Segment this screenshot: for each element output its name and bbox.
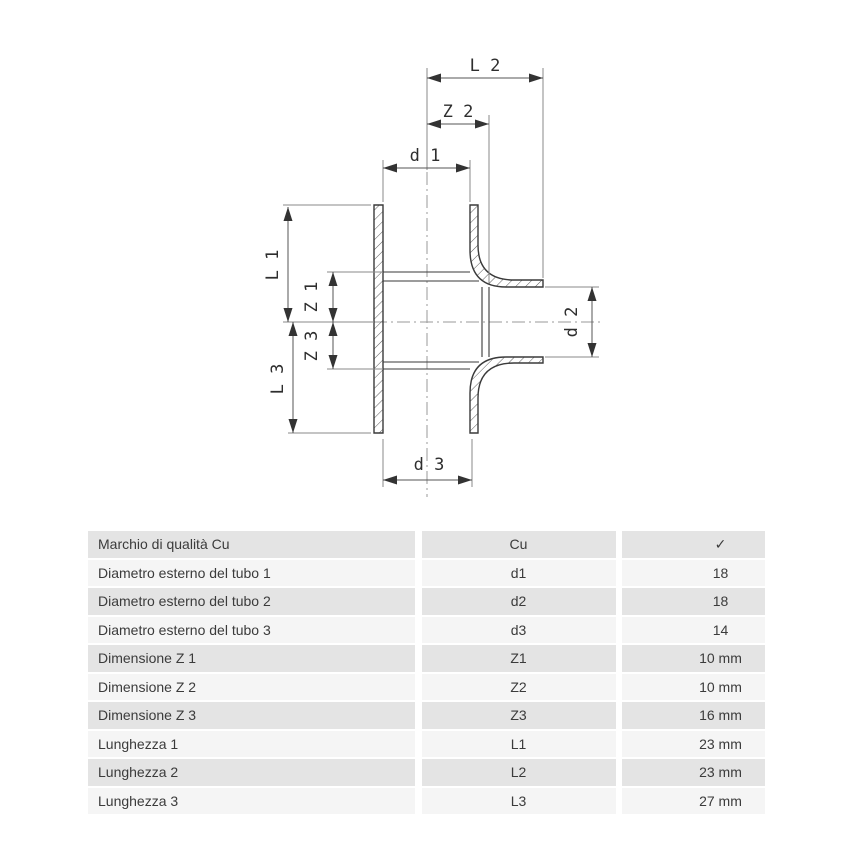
row-label: Dimensione Z 2 bbox=[88, 673, 415, 700]
d2-arrow-up bbox=[587, 287, 597, 301]
d1-arrow-left bbox=[383, 163, 397, 173]
z1-arrow-up bbox=[328, 272, 338, 286]
row-value: 18 bbox=[622, 588, 765, 615]
row-symbol: Cu bbox=[421, 531, 616, 558]
row-value: 18 bbox=[622, 559, 765, 586]
dimension-d1: d 1 bbox=[382, 146, 471, 202]
z2-arrow-left bbox=[427, 119, 441, 129]
row-value: 16 mm bbox=[622, 702, 765, 729]
centerlines bbox=[374, 172, 602, 497]
dim-label-l1: L 1 bbox=[263, 250, 283, 281]
row-value checkmark-icon: ✓ bbox=[622, 531, 765, 558]
d3-arrow-left bbox=[383, 475, 397, 485]
l1-arrow-down bbox=[283, 308, 293, 322]
row-symbol: Z1 bbox=[421, 645, 616, 672]
fitting-upper-right-wall-and-branch-top bbox=[469, 204, 544, 288]
row-value: 10 mm bbox=[622, 673, 765, 700]
dim-label-z3: Z 3 bbox=[302, 331, 322, 362]
row-symbol: d3 bbox=[421, 616, 616, 643]
dim-label-d3: d 3 bbox=[414, 455, 445, 475]
row-label: Diametro esterno del tubo 2 bbox=[88, 588, 415, 615]
row-symbol: d1 bbox=[421, 559, 616, 586]
l1-arrow-up bbox=[283, 207, 293, 221]
row-label: Lunghezza 3 bbox=[88, 787, 415, 814]
d3-arrow-right bbox=[458, 475, 472, 485]
dimension-d3: d 3 bbox=[382, 439, 473, 487]
row-label: Dimensione Z 3 bbox=[88, 702, 415, 729]
row-symbol: d2 bbox=[421, 588, 616, 615]
row-value: 10 mm bbox=[622, 645, 765, 672]
dimension-z1: Z 1 bbox=[302, 271, 383, 322]
z3-arrow-up bbox=[328, 322, 338, 336]
dim-label-l3: L 3 bbox=[268, 364, 288, 395]
row-value: 23 mm bbox=[622, 730, 765, 757]
row-label: Marchio di qualità Cu bbox=[88, 531, 415, 558]
d1-arrow-right bbox=[456, 163, 470, 173]
row-symbol: Z3 bbox=[421, 702, 616, 729]
dimension-l1: L 1 bbox=[263, 204, 374, 323]
dim-label-d2: d 2 bbox=[562, 307, 582, 338]
l3-arrow-down bbox=[288, 419, 298, 433]
row-symbol: Z2 bbox=[421, 673, 616, 700]
row-label: Diametro esterno del tubo 3 bbox=[88, 616, 415, 643]
dim-label-z1: Z 1 bbox=[302, 282, 322, 313]
dimension-l3: L 3 bbox=[268, 322, 371, 434]
l2-arrow-left bbox=[427, 73, 441, 83]
row-label: Dimensione Z 1 bbox=[88, 645, 415, 672]
dim-label-l2: L 2 bbox=[470, 56, 501, 76]
dim-label-d1: d 1 bbox=[410, 146, 441, 166]
fitting-lower-right-wall-and-branch-bottom bbox=[469, 356, 544, 434]
fitting-left-wall bbox=[373, 204, 384, 434]
dimension-l2: L 2 bbox=[426, 56, 544, 278]
row-label: Lunghezza 1 bbox=[88, 730, 415, 757]
row-value: 14 bbox=[622, 616, 765, 643]
spec-table: Marchio di qualità Cu Cu ✓ Diametro este… bbox=[88, 531, 765, 814]
row-label: Lunghezza 2 bbox=[88, 759, 415, 786]
technical-drawing: L 2 Z 2 d 1 bbox=[263, 56, 602, 497]
z3-arrow-down bbox=[328, 355, 338, 369]
l2-arrow-right bbox=[529, 73, 543, 83]
fitting-socket-stops bbox=[383, 271, 490, 370]
row-symbol: L2 bbox=[421, 759, 616, 786]
dimension-d2: d 2 bbox=[545, 286, 599, 358]
d2-arrow-down bbox=[587, 343, 597, 357]
dimension-z3: Z 3 bbox=[302, 322, 383, 370]
z2-arrow-right bbox=[475, 119, 489, 129]
z1-arrow-down bbox=[328, 308, 338, 322]
row-value: 23 mm bbox=[622, 759, 765, 786]
dim-label-z2: Z 2 bbox=[443, 102, 474, 122]
row-symbol: L3 bbox=[421, 787, 616, 814]
row-symbol: L1 bbox=[421, 730, 616, 757]
row-value: 27 mm bbox=[622, 787, 765, 814]
row-label: Diametro esterno del tubo 1 bbox=[88, 559, 415, 586]
dimension-z2: Z 2 bbox=[427, 102, 490, 283]
fitting-body bbox=[373, 204, 544, 434]
l3-arrow-up bbox=[288, 322, 298, 336]
